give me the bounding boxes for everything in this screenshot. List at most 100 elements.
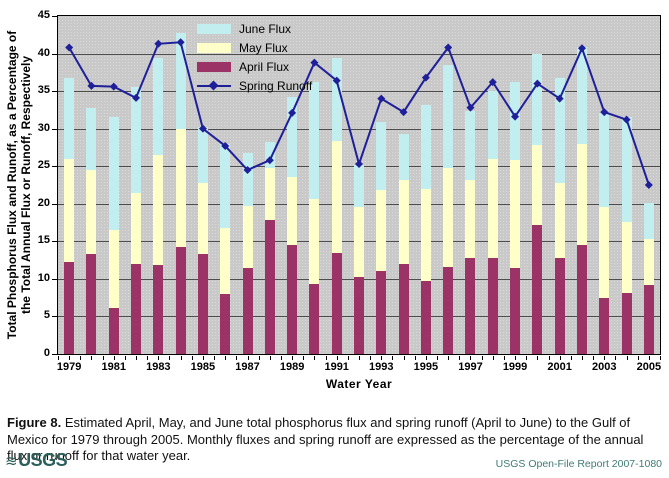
bar-june-flux-2002 [576,46,587,144]
bar-april-flux-2003 [599,297,610,354]
bar-june-flux-1986 [220,143,231,228]
bar-may-flux-1980 [86,169,97,255]
bar-april-flux-1999 [510,267,521,354]
x-tick-mark [214,356,216,360]
bar-may-flux-1999 [510,160,521,268]
bar-may-flux-2005 [643,239,654,285]
runoff-diamond-marker [444,43,453,52]
bar-june-flux-2003 [599,112,610,207]
x-tick-mark [247,356,249,360]
bar-may-flux-1996 [443,168,454,267]
x-tick-label-1989: 1989 [279,361,305,373]
bar-june-flux-2005 [643,203,654,240]
x-tick-mark [370,356,372,360]
x-tick-mark [303,356,305,360]
bar-june-flux-1996 [443,64,454,169]
y-tick-label-30: 30 [37,121,50,134]
bar-june-flux-1992 [354,165,364,207]
x-tick-label-1995: 1995 [413,361,439,373]
y-tick-label-0: 0 [43,347,50,359]
x-tick-mark [58,356,59,360]
bar-june-flux-1997 [465,110,476,180]
bar-june-flux-1985 [197,127,208,183]
runoff-diamond-marker [65,43,74,52]
x-tick-mark [347,356,349,360]
runoff-diamond-marker [265,156,274,165]
bar-june-flux-1979 [64,78,75,159]
y-axis-title-line2: the Total Annual Flux or Runoff, Respect… [19,55,33,315]
bar-april-flux-1980 [86,254,97,354]
x-tick-mark [191,356,193,360]
chart-legend: June Flux May Flux April Flux Spring Runoff [197,19,312,95]
bar-april-flux-1995 [420,281,431,354]
report-number: USGS Open-File Report 2007-1080 [495,458,662,470]
x-tick-mark [414,356,416,360]
y-tick-mark-5 [52,316,57,318]
y-tick-mark-10 [52,278,57,280]
legend-label: May Flux [239,40,288,55]
spring-runoff-line [65,38,653,189]
bar-april-flux-2005 [643,284,654,354]
bar-june-flux-1984 [175,33,186,130]
bar-may-flux-1987 [242,206,253,268]
bar-may-flux-1994 [398,180,409,264]
y-tick-label-10: 10 [37,271,50,284]
x-tick-mark [147,356,149,360]
bar-may-flux-1983 [153,154,164,265]
bar-april-flux-1986 [220,293,231,354]
x-tick-mark [481,356,483,360]
bar-may-flux-1990 [309,199,320,285]
x-tick-mark [626,356,628,360]
bar-may-flux-1989 [287,176,298,246]
x-tick-mark [559,356,561,360]
x-tick-mark [515,356,517,360]
x-tick-mark [492,356,494,360]
y-tick-label-45: 45 [37,9,50,21]
x-tick-mark [403,356,405,360]
x-tick-mark [102,356,104,360]
bar-april-flux-1996 [443,266,454,354]
x-tick-mark [325,356,327,360]
runoff-diamond-marker [221,141,230,150]
legend-label: Spring Runoff [239,78,313,93]
x-tick-mark [80,356,82,360]
usgs-logo-text: USGS [18,450,68,470]
x-tick-mark [526,356,528,360]
figure-caption-text: Estimated April, May, and June total pho… [7,415,644,463]
bar-may-flux-1982 [131,193,142,264]
bar-may-flux-1997 [465,179,476,258]
bar-april-flux-2000 [532,224,543,354]
x-tick-mark [437,356,439,360]
bar-june-flux-1999 [510,82,521,161]
x-tick-mark [69,356,71,360]
x-tick-mark [392,356,394,360]
x-tick-label-1987: 1987 [235,361,260,373]
legend-item-spring-runoff: Spring Runoff [197,76,312,95]
bar-may-flux-1993 [376,190,387,271]
bar-june-flux-1987 [242,152,253,207]
bar-april-flux-1989 [287,245,298,354]
bar-may-flux-1991 [331,141,342,253]
bar-may-flux-2001 [554,182,565,258]
x-tick-mark [537,356,539,360]
runoff-diamond-marker [198,124,207,133]
bar-june-flux-2004 [621,117,632,222]
runoff-diamond-marker [488,78,497,87]
runoff-diamond-marker [176,38,185,47]
x-tick-mark [381,356,383,360]
bar-april-flux-1997 [465,257,476,354]
x-tick-mark [292,356,294,360]
x-tick-mark [91,356,93,360]
bar-june-flux-1980 [86,108,97,170]
y-axis-title: Total Phosphorus Flux and Runoff, as a P… [5,15,35,355]
legend-item-june-flux: June Flux [197,19,312,38]
y-tick-label-15: 15 [37,234,50,247]
bar-june-flux-2001 [554,78,565,183]
bar-may-flux-1981 [108,230,119,309]
x-tick-mark [615,356,617,360]
bar-june-flux-1990 [309,82,320,200]
x-tick-mark [470,356,472,360]
x-tick-mark [593,356,595,360]
legend-item-april-flux: April Flux [197,57,312,76]
